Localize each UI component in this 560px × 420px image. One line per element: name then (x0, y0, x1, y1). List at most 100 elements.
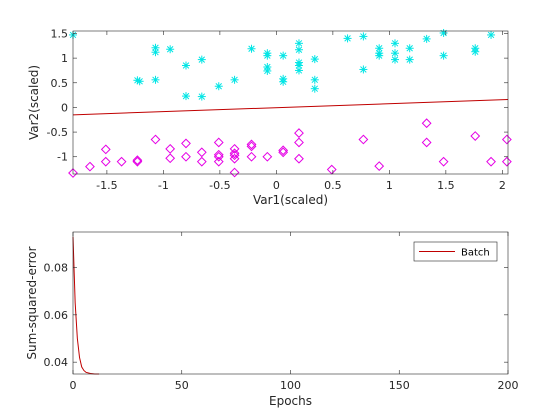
scatter-point-asterisk (230, 75, 239, 84)
error-ylabel: Sum-squared-error (25, 246, 39, 359)
scatter-ytick-label: -0.5 (47, 126, 68, 139)
scatter-point-diamond (501, 156, 512, 167)
scatter-point-asterisk (294, 66, 303, 75)
scatter-xtick-label: 2 (499, 179, 506, 192)
error-xtick-label: 200 (498, 379, 519, 392)
scatter-point-diamond (181, 138, 191, 149)
scatter-point-asterisk (405, 55, 414, 64)
scatter-point-asterisk (263, 66, 272, 75)
scatter-point-diamond (181, 151, 191, 162)
legend-label-batch: Batch (461, 248, 490, 259)
scatter-plot-frame (72, 30, 509, 175)
scatter-point-asterisk (151, 75, 160, 84)
scatter-point-asterisk (263, 51, 272, 60)
scatter-point-diamond (213, 137, 224, 148)
scatter-point-asterisk (359, 32, 368, 41)
scatter-point-asterisk (310, 84, 319, 93)
scatter-point-diamond (150, 134, 161, 145)
scatter-point-diamond (374, 161, 385, 172)
scatter-point-diamond (132, 155, 143, 166)
error-plot-ticks: 0 50 100 150 200 0.04 0.06 0.08 (44, 232, 519, 392)
legend-box (413, 241, 498, 262)
scatter-point-diamond (165, 153, 176, 164)
scatter-point-diamond (229, 167, 240, 178)
scatter-point-asterisk (181, 92, 190, 101)
scatter-point-diamond (278, 145, 289, 156)
scatter-point-diamond (229, 153, 240, 164)
scatter-point-asterisk (471, 47, 480, 56)
legend: Batch (413, 241, 498, 262)
scatter-point-asterisk (181, 61, 190, 70)
scatter-xtick-label: -1 (158, 179, 169, 192)
scatter-point-diamond (262, 151, 273, 162)
scatter-point-diamond (213, 151, 224, 162)
scatter-xtick-label: 1 (386, 179, 393, 192)
scatter-point-diamond (196, 156, 207, 167)
scatter-point-asterisk (405, 44, 414, 53)
scatter-point-diamond (421, 118, 432, 129)
decision-boundary-line (72, 99, 509, 116)
scatter-point-asterisk (135, 77, 144, 86)
scatter-point-asterisk (359, 65, 368, 74)
scatter-point-diamond (100, 156, 111, 167)
error-plot: 0 50 100 150 200 0.04 0.06 0.08 Epochs Sum-squa… (25, 231, 519, 408)
error-xtick-label: 100 (280, 379, 301, 392)
scatter-point-asterisk (294, 45, 303, 54)
scatter-point-asterisk (310, 75, 319, 84)
scatter-point-diamond (68, 168, 78, 178)
scatter-xtick-label: 0 (273, 179, 280, 192)
scatter-plot-content (68, 28, 512, 178)
scatter-ytick-label: 1 (61, 52, 68, 65)
scatter-point-asterisk (279, 51, 288, 60)
scatter-point-diamond (100, 144, 111, 155)
scatter-point-diamond (165, 143, 176, 154)
scatter-point-asterisk (197, 92, 206, 101)
scatter-point-asterisk (279, 77, 288, 86)
scatter-plot: -1.5 -1 -0.5 0 0.5 1 1.5 2 -1 -0.5 0 0.5 1 1.5 Var1(s… (27, 27, 512, 207)
scatter-xtick-label: -0.5 (209, 179, 230, 192)
scatter-ylabel: Var2(scaled) (27, 65, 41, 140)
scatter-point-diamond (229, 148, 240, 159)
scatter-point-asterisk (247, 44, 256, 53)
scatter-point-asterisk (166, 45, 175, 54)
error-ytick-label: 0.06 (44, 309, 69, 322)
scatter-point-asterisk (391, 55, 400, 64)
scatter-point-diamond (486, 156, 496, 167)
scatter-point-asterisk (310, 55, 319, 64)
scatter-point-asterisk (439, 51, 448, 60)
scatter-point-diamond (229, 143, 240, 154)
scatter-point-diamond (278, 147, 289, 158)
scatter-point-asterisk (197, 55, 206, 64)
scatter-point-diamond (470, 131, 481, 141)
error-xtick-label: 150 (389, 379, 410, 392)
scatter-point-diamond (132, 156, 143, 167)
scatter-plot-ticks: -1.5 -1 -0.5 0 0.5 1 1.5 2 -1 -0.5 0 0.5 1 1.5 (47, 27, 508, 192)
scatter-xtick-label: 1.5 (437, 179, 455, 192)
scatter-point-asterisk (487, 30, 496, 39)
scatter-ytick-label: -1 (57, 151, 68, 164)
scatter-point-diamond (229, 150, 240, 161)
scatter-point-asterisk (422, 34, 431, 43)
scatter-point-diamond (294, 128, 304, 138)
scatter-ytick-label: 1.5 (51, 27, 69, 40)
scatter-point-diamond (421, 137, 432, 148)
scatter-xtick-label: 0.5 (324, 179, 342, 192)
scatter-point-diamond (116, 156, 127, 167)
scatter-point-diamond (246, 151, 257, 162)
scatter-ytick-label: 0.5 (51, 77, 69, 90)
scatter-point-asterisk (214, 82, 223, 91)
scatter-point-asterisk (343, 34, 352, 43)
scatter-point-diamond (196, 147, 207, 158)
scatter-plot-area (73, 31, 508, 174)
scatter-point-diamond (294, 137, 304, 148)
scatter-point-diamond (213, 149, 224, 160)
error-xlabel: Epochs (269, 394, 312, 408)
scatter-xlabel: Var1(scaled) (253, 193, 328, 207)
error-xtick-label: 50 (175, 379, 189, 392)
scatter-point-diamond (294, 153, 304, 164)
scatter-point-diamond (246, 141, 257, 152)
scatter-point-diamond (85, 161, 95, 172)
scatter-point-asterisk (391, 39, 400, 48)
scatter-point-diamond (358, 134, 369, 145)
